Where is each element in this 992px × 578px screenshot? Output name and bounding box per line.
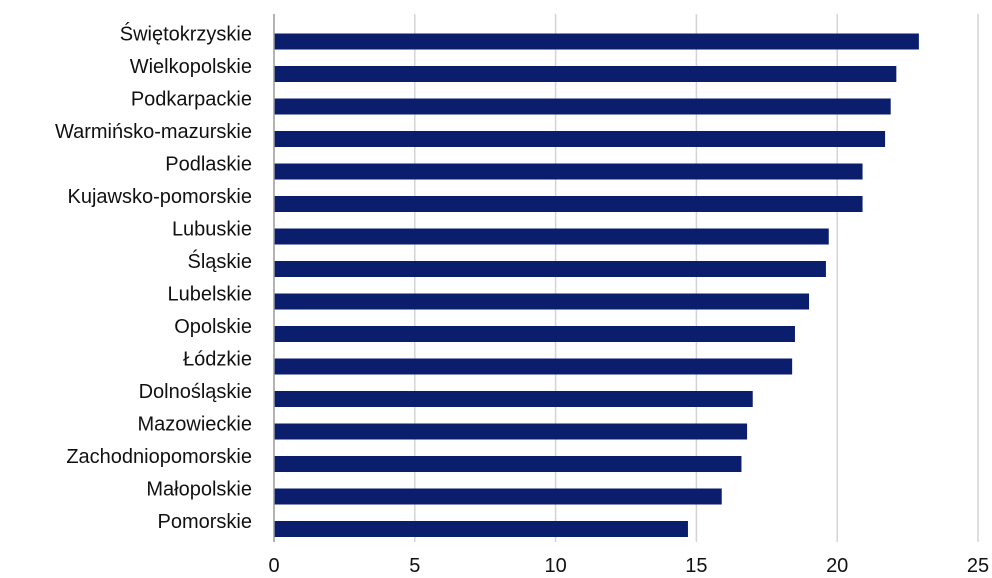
category-label: Warmińsko-mazurskie — [55, 121, 252, 143]
x-tick-label: 20 — [826, 555, 848, 577]
category-label: Lubuskie — [172, 219, 252, 241]
bar-14 — [274, 488, 722, 505]
bar-10 — [274, 358, 793, 375]
category-label: Mazowieckie — [138, 414, 252, 436]
bar-2 — [274, 98, 891, 115]
bar-8 — [274, 293, 810, 310]
bar-9 — [274, 326, 795, 342]
category-label: Małopolskie — [146, 479, 252, 501]
bar-11 — [274, 391, 753, 407]
bar-6 — [274, 228, 829, 245]
bar-5 — [274, 196, 863, 212]
bar-15 — [274, 521, 688, 537]
x-tick-label: 5 — [409, 555, 420, 577]
bar-7 — [274, 261, 826, 277]
bar-13 — [274, 456, 742, 472]
category-label: Podkarpackie — [131, 89, 252, 111]
category-label: Śląskie — [188, 249, 252, 273]
x-tick-label: 0 — [268, 555, 279, 577]
category-label: Dolnośląskie — [139, 381, 252, 403]
bar-0 — [274, 33, 919, 50]
bar-12 — [274, 423, 748, 440]
bar-1 — [274, 66, 897, 82]
x-tick-label: 15 — [685, 555, 707, 577]
bar-4 — [274, 163, 863, 180]
category-label: Opolskie — [174, 316, 252, 338]
bar-3 — [274, 131, 886, 147]
category-label: Podlaskie — [165, 154, 252, 176]
category-label: Kujawsko-pomorskie — [67, 186, 252, 208]
category-label: Pomorskie — [158, 511, 252, 533]
category-label: Świętokrzyskie — [120, 22, 252, 46]
category-label: Łódzkie — [183, 349, 252, 371]
category-label: Zachodniopomorskie — [66, 446, 252, 468]
category-label: Wielkopolskie — [130, 56, 252, 78]
x-tick-label: 25 — [967, 555, 989, 577]
category-label: Lubelskie — [167, 284, 252, 306]
x-tick-label: 10 — [544, 555, 566, 577]
